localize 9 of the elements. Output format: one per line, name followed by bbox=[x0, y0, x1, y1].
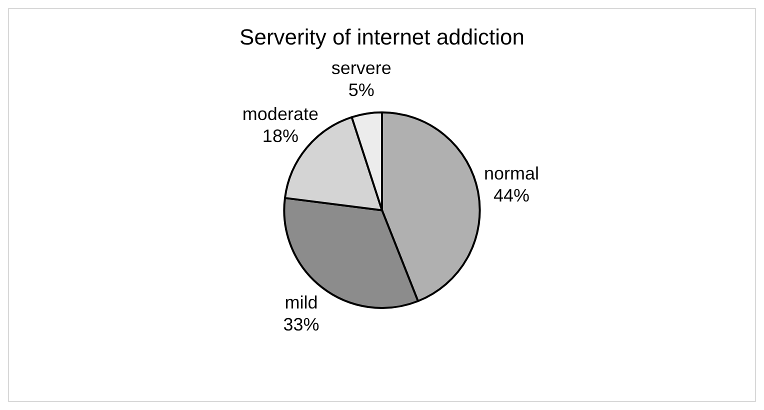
slice-label: moderate bbox=[242, 104, 318, 124]
data-label: 33% bbox=[283, 314, 320, 334]
slice-label: normal bbox=[484, 163, 539, 184]
chart-title: Serverity of internet addiction bbox=[240, 24, 524, 50]
data-label: 18% bbox=[262, 126, 298, 146]
slice-label: servere bbox=[331, 58, 392, 78]
slice-label: mild bbox=[284, 292, 318, 312]
data-label: 44% bbox=[493, 185, 530, 206]
data-label: 5% bbox=[348, 80, 374, 100]
